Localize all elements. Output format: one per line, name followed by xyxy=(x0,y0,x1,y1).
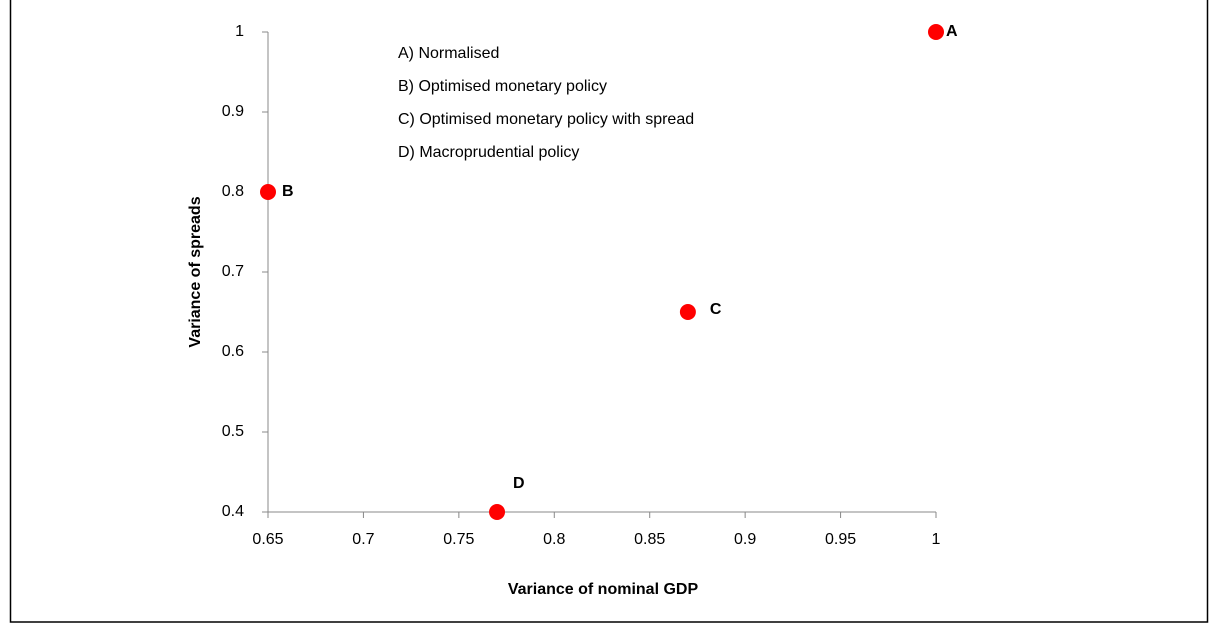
point-label: C xyxy=(710,301,722,318)
x-tick-label: 0.95 xyxy=(825,531,856,548)
point-label: A xyxy=(946,23,958,40)
y-tick-label: 0.9 xyxy=(222,103,244,120)
point xyxy=(489,504,506,520)
point xyxy=(679,304,696,320)
y-tick-label: 0.8 xyxy=(222,183,244,200)
x-tick-label: 0.65 xyxy=(252,531,283,548)
y-tick-label: 0.5 xyxy=(222,423,244,440)
y-axis-label: Variance of spreads xyxy=(187,196,204,347)
point xyxy=(260,184,276,200)
x-tick-label: 1 xyxy=(932,531,941,548)
x-tick-label: 0.7 xyxy=(352,531,374,548)
y-tick-label: 0.4 xyxy=(222,503,244,520)
x-tick-label: 0.8 xyxy=(543,531,565,548)
point xyxy=(928,24,944,40)
y-tick-label: 0.7 xyxy=(222,263,244,280)
chart-border xyxy=(9,0,1209,623)
point-label: D xyxy=(513,475,525,492)
x-tick-label: 0.75 xyxy=(443,531,474,548)
annotation: A) Normalised xyxy=(398,45,499,62)
x-tick-label: 0.9 xyxy=(734,531,756,548)
annotation: B) Optimised monetary policy xyxy=(398,78,607,95)
annotation: D) Macroprudential policy xyxy=(398,144,579,161)
x-axis-label: Variance of nominal GDP xyxy=(508,581,699,598)
y-tick-label: 1 xyxy=(235,23,244,40)
y-tick-label: 0.6 xyxy=(222,343,244,360)
point-label: B xyxy=(282,183,294,200)
annotation: C) Optimised monetary policy with spread xyxy=(398,111,694,128)
x-tick-label: 0.85 xyxy=(634,531,665,548)
